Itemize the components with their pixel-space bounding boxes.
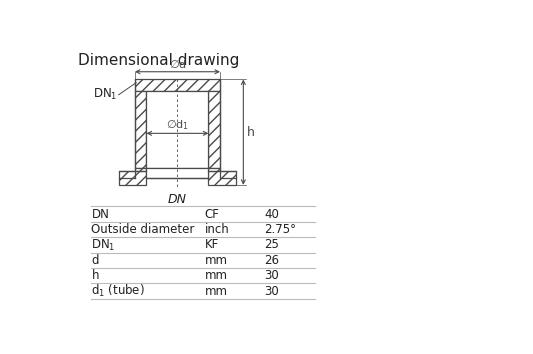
Text: 30: 30: [264, 269, 279, 282]
Text: d: d: [92, 254, 99, 267]
FancyBboxPatch shape: [135, 91, 147, 168]
FancyBboxPatch shape: [119, 171, 147, 185]
Text: DN: DN: [92, 208, 109, 221]
FancyBboxPatch shape: [147, 168, 208, 178]
FancyBboxPatch shape: [147, 91, 208, 168]
Text: d$_1$ (tube): d$_1$ (tube): [92, 283, 146, 299]
Text: h: h: [92, 269, 99, 282]
Text: 26: 26: [264, 254, 279, 267]
FancyBboxPatch shape: [208, 171, 236, 185]
Text: mm: mm: [205, 285, 228, 298]
Text: $\varnothing$d$_1$: $\varnothing$d$_1$: [166, 118, 189, 132]
Text: DN: DN: [168, 193, 187, 206]
FancyBboxPatch shape: [135, 168, 147, 178]
Text: mm: mm: [205, 269, 228, 282]
Text: $\varnothing$d: $\varnothing$d: [168, 58, 187, 70]
Text: h: h: [247, 126, 255, 139]
Text: DN$_1$: DN$_1$: [93, 87, 117, 102]
Text: 30: 30: [264, 285, 279, 298]
Text: inch: inch: [205, 223, 229, 236]
Text: Dimensional drawing: Dimensional drawing: [78, 53, 240, 68]
Text: 25: 25: [264, 239, 279, 251]
FancyBboxPatch shape: [208, 168, 220, 178]
Text: mm: mm: [205, 254, 228, 267]
FancyBboxPatch shape: [208, 91, 220, 168]
Text: 2.75°: 2.75°: [264, 223, 296, 236]
Text: DN$_1$: DN$_1$: [92, 238, 116, 252]
FancyBboxPatch shape: [135, 79, 220, 91]
Text: Outside diameter: Outside diameter: [92, 223, 195, 236]
Text: KF: KF: [205, 239, 219, 251]
Text: CF: CF: [205, 208, 220, 221]
Text: 40: 40: [264, 208, 279, 221]
